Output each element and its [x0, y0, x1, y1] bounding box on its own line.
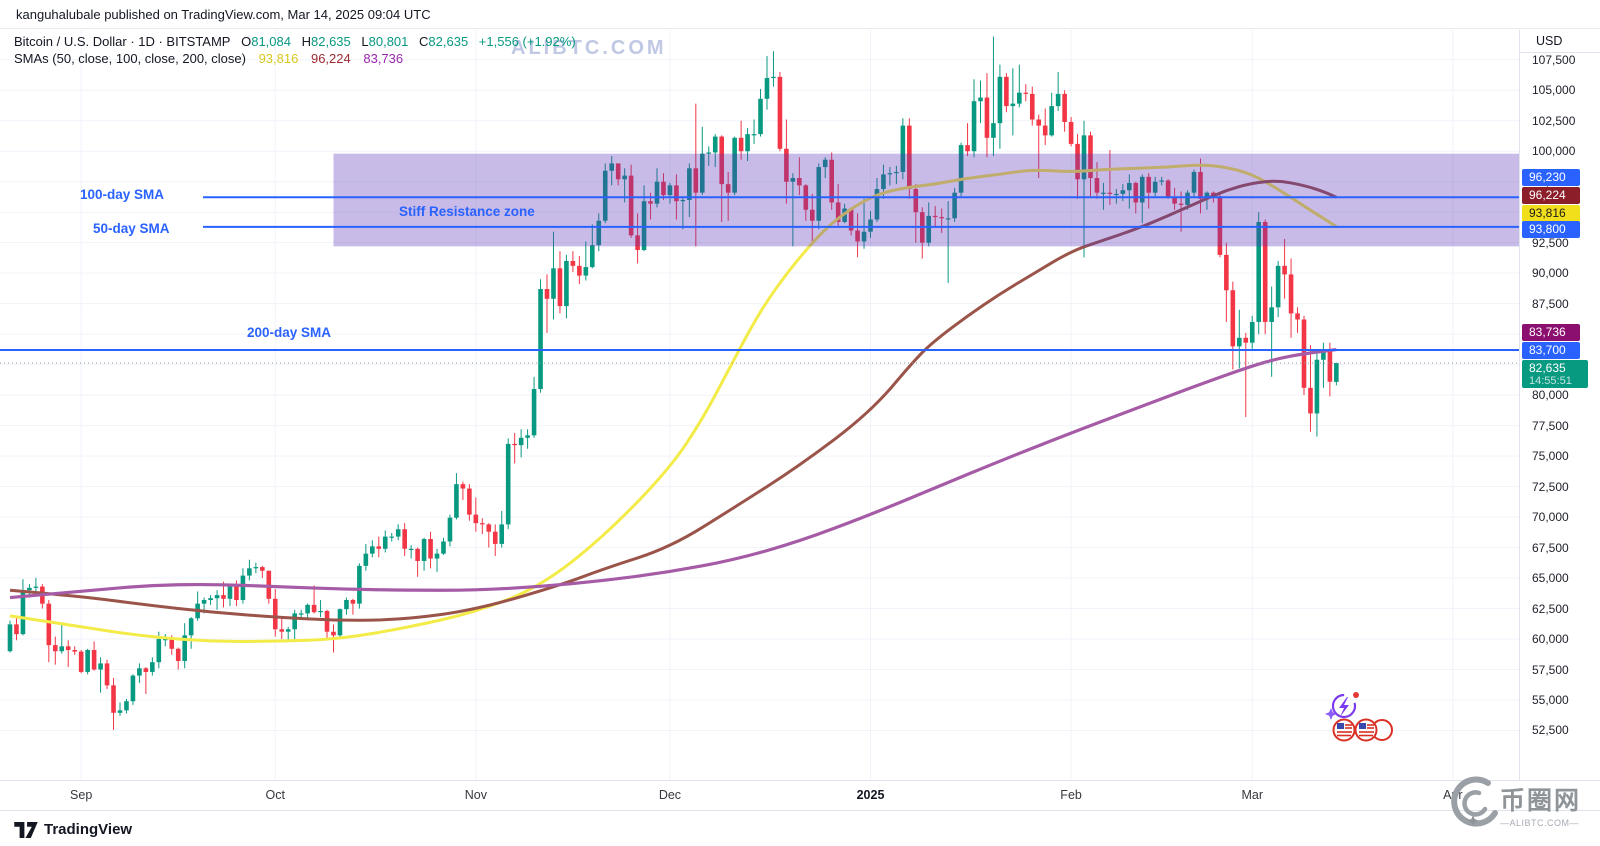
price-badge: 96,230: [1522, 169, 1580, 186]
time-axis[interactable]: Sep Oct Nov Dec 2025 Feb Mar Apr: [0, 780, 1600, 810]
price-tick-label: 70,000: [1532, 510, 1569, 525]
time-tick-label: Feb: [1060, 788, 1082, 802]
price-badge: 83,700: [1522, 342, 1580, 359]
price-tick-label: 62,500: [1532, 601, 1569, 616]
publisher-bar: kanguhalubale published on TradingView.c…: [0, 0, 1600, 29]
time-tick-label: Mar: [1241, 788, 1263, 802]
sma50-value: 93,816: [258, 51, 299, 66]
price-tick-label: 65,000: [1532, 571, 1569, 586]
label-resistance-zone: Stiff Resistance zone: [399, 204, 535, 219]
low-value: 80,801: [368, 34, 409, 49]
price-tick-label: 52,500: [1532, 723, 1569, 738]
label-50-day-sma: 50-day SMA: [93, 221, 170, 236]
sma200-value: 83,736: [363, 51, 404, 66]
sma-study-label: SMAs (50, close, 100, close, 200, close): [14, 51, 246, 66]
last-price-value: 82,635: [1529, 361, 1566, 375]
high-value: 82,635: [311, 34, 351, 49]
label-200-day-sma: 200-day SMA: [247, 325, 332, 340]
biquanwang-logo: 币圈网 —ALIBTC.COM—: [1448, 770, 1600, 844]
price-axis[interactable]: USD 52,500 55,000 57,500 60,000 62,500 65,000…: [1519, 30, 1600, 780]
time-tick-label: Dec: [658, 788, 682, 802]
price-tick-label: 100,000: [1532, 144, 1576, 159]
price-tick-label: 60,000: [1532, 632, 1569, 647]
alibtc-url-label: —ALIBTC.COM—: [1500, 817, 1580, 828]
tradingview-wordmark: TradingView: [44, 821, 133, 838]
price-tick-label: 102,500: [1532, 113, 1576, 128]
alibtc-watermark: ALIBTC.COM: [511, 37, 667, 59]
price-tick-label: 107,500: [1532, 52, 1576, 67]
open-value: 81,084: [251, 34, 291, 49]
price-tick-label: 55,000: [1532, 693, 1569, 707]
currency-header[interactable]: USD: [1520, 30, 1600, 53]
biquanwang-wordmark: 币圈网: [1500, 786, 1582, 815]
price-tick-label: 72,500: [1532, 479, 1569, 494]
lightning-circle-icon: [1325, 692, 1359, 720]
close-label: C: [419, 34, 429, 49]
price-badge: 93,800: [1522, 221, 1580, 238]
price-tick-label: 105,000: [1532, 83, 1576, 98]
footer-bar: TradingView: [0, 810, 1600, 846]
price-badge: 96,224: [1522, 187, 1580, 204]
price-tick-label: 57,500: [1532, 662, 1569, 677]
price-badge: 83,736: [1522, 324, 1580, 341]
price-tick-label: 80,000: [1532, 388, 1569, 403]
price-tick-label: 75,000: [1532, 449, 1569, 464]
price-badge: 93,816: [1522, 205, 1580, 222]
price-tick-label: 67,500: [1532, 540, 1569, 555]
high-label: H: [301, 34, 311, 49]
legend-symbol-row[interactable]: Bitcoin / U.S. Dollar · 1D · BITSTAMP O8…: [14, 33, 576, 50]
price-tick-label: 87,500: [1532, 296, 1569, 311]
time-tick-label: Sep: [70, 788, 93, 802]
biquanwang-swirl-icon: [1451, 776, 1498, 827]
time-tick-label: Nov: [464, 788, 487, 802]
change-value: +1,556 (+1.92%): [478, 34, 576, 49]
flag-coins-icon: [1332, 718, 1393, 742]
symbol-title: Bitcoin / U.S. Dollar · 1D · BITSTAMP: [14, 34, 231, 49]
low-label: L: [361, 34, 369, 49]
open-label: O: [241, 34, 252, 49]
price-tick-label: 92,500: [1532, 235, 1569, 250]
sma100-value: 96,224: [310, 51, 351, 66]
chart-legend: Bitcoin / U.S. Dollar · 1D · BITSTAMP O8…: [14, 33, 576, 67]
price-tick-label: 77,500: [1532, 418, 1569, 433]
tradingview-icon: [14, 821, 38, 838]
time-tick-label: Oct: [265, 788, 285, 802]
legend-sma-row[interactable]: SMAs (50, close, 100, close, 200, close)…: [14, 50, 576, 67]
close-value: 82,635: [428, 34, 469, 49]
label-100-day-sma: 100-day SMA: [80, 187, 165, 202]
time-tick-label: 2025: [856, 788, 885, 802]
stamp-icons: [1325, 692, 1393, 742]
price-tick-label: 90,000: [1532, 266, 1569, 281]
tradingview-logo-link[interactable]: TradingView: [14, 821, 132, 838]
bar-countdown: 14:55:51: [1529, 375, 1572, 387]
last-price-badge: 82,635 14:55:51: [1522, 360, 1588, 388]
